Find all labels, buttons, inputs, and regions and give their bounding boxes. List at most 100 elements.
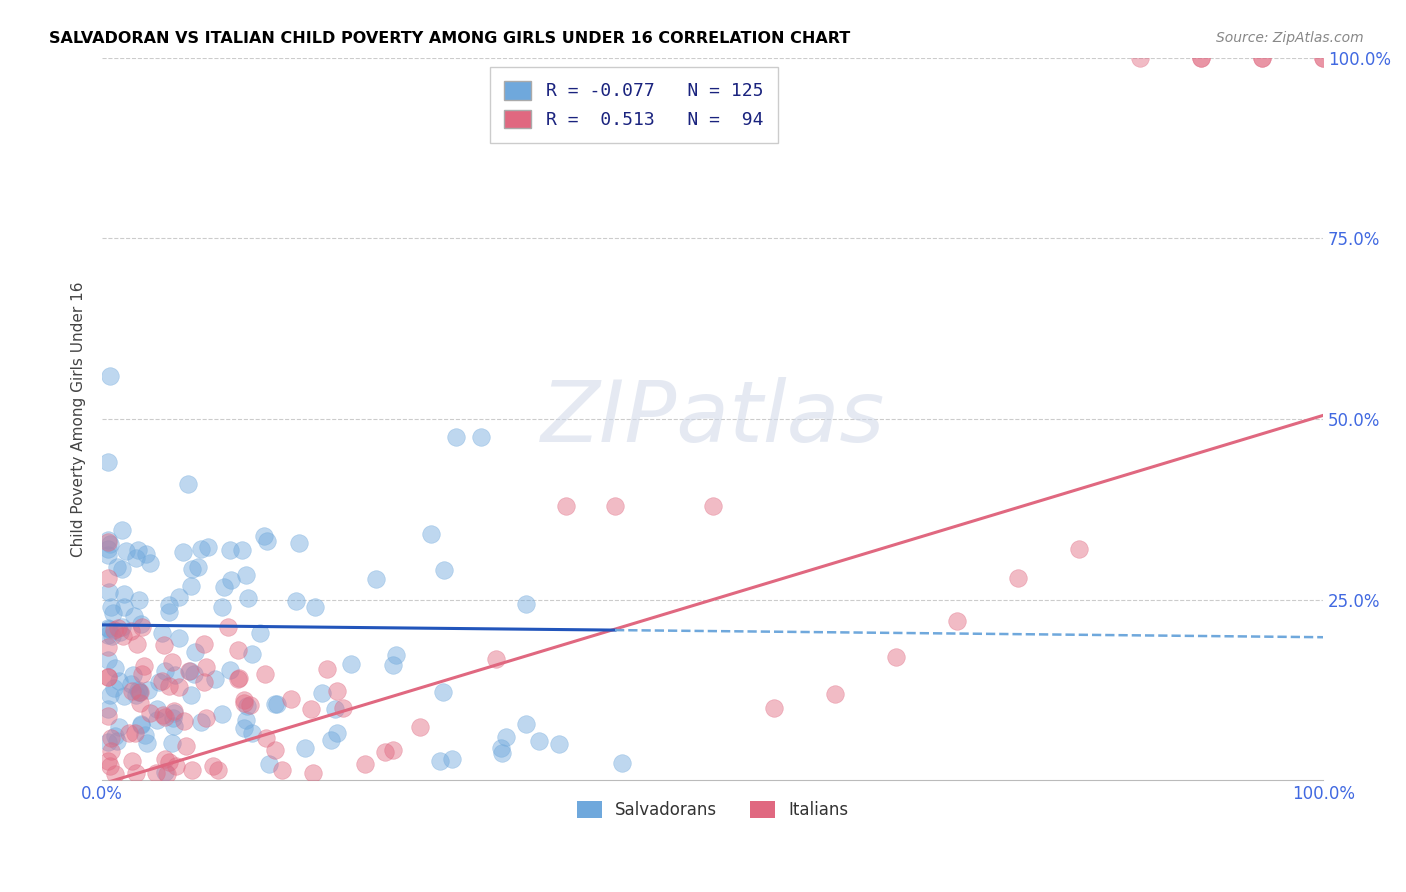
Point: [97, 534, 120, 549]
Point: [97, 653, 120, 667]
Point: [114, 543, 136, 558]
Point: [603, 499, 626, 513]
Point: [105, 559, 128, 574]
Point: [100, 744, 122, 758]
Point: [122, 667, 145, 681]
Point: [374, 745, 396, 759]
Point: [97, 640, 120, 654]
Point: [193, 637, 215, 651]
Point: [190, 541, 212, 556]
Point: [527, 734, 550, 748]
Text: Source: ZipAtlas.com: Source: ZipAtlas.com: [1216, 31, 1364, 45]
Point: [136, 683, 159, 698]
Point: [97, 702, 120, 716]
Point: [120, 624, 142, 638]
Point: [121, 684, 143, 698]
Point: [946, 615, 969, 629]
Point: [433, 563, 456, 577]
Point: [173, 714, 195, 729]
Point: [824, 687, 846, 701]
Point: [112, 587, 135, 601]
Point: [98, 688, 121, 702]
Point: [111, 629, 134, 643]
Point: [100, 731, 122, 746]
Point: [366, 572, 388, 586]
Point: [97, 533, 120, 547]
Point: [128, 685, 150, 699]
Point: [167, 680, 190, 694]
Point: [163, 706, 186, 720]
Point: [485, 652, 508, 666]
Point: [103, 681, 125, 696]
Point: [103, 624, 125, 638]
Point: [98, 759, 121, 773]
Point: [110, 624, 132, 639]
Point: [446, 430, 468, 444]
Point: [409, 720, 432, 734]
Point: [112, 599, 135, 614]
Point: [420, 526, 443, 541]
Point: [1251, 51, 1274, 65]
Point: [266, 697, 288, 711]
Point: [101, 629, 124, 643]
Point: [491, 746, 513, 760]
Point: [157, 755, 180, 769]
Point: [150, 626, 173, 640]
Point: [169, 631, 191, 645]
Point: [194, 711, 217, 725]
Point: [157, 598, 180, 612]
Point: [150, 673, 173, 688]
Point: [201, 758, 224, 772]
Point: [125, 550, 148, 565]
Point: [232, 721, 254, 735]
Point: [167, 591, 190, 605]
Point: [124, 609, 146, 624]
Point: [1312, 51, 1334, 65]
Point: [107, 674, 129, 689]
Point: [219, 574, 242, 588]
Y-axis label: Child Poverty Among Girls Under 16: Child Poverty Among Girls Under 16: [72, 281, 86, 557]
Point: [1251, 51, 1274, 65]
Point: [97, 542, 120, 557]
Point: [555, 499, 578, 513]
Point: [131, 616, 153, 631]
Point: [242, 647, 264, 661]
Point: [385, 648, 408, 663]
Point: [548, 737, 571, 751]
Point: [1312, 51, 1334, 65]
Point: [104, 767, 127, 781]
Point: [121, 755, 143, 769]
Point: [160, 736, 183, 750]
Point: [179, 664, 201, 678]
Point: [280, 691, 302, 706]
Point: [180, 579, 202, 593]
Point: [319, 733, 342, 747]
Point: [183, 644, 205, 658]
Point: [254, 731, 277, 745]
Point: [157, 605, 180, 619]
Point: [128, 684, 150, 698]
Point: [104, 729, 127, 743]
Point: [129, 696, 152, 710]
Point: [354, 757, 377, 772]
Point: [148, 675, 170, 690]
Point: [97, 548, 120, 562]
Point: [155, 709, 177, 723]
Point: [226, 643, 249, 657]
Point: [440, 752, 463, 766]
Point: [97, 754, 120, 768]
Point: [163, 705, 186, 719]
Point: [153, 752, 176, 766]
Point: [340, 657, 363, 672]
Point: [131, 667, 153, 681]
Point: [326, 683, 349, 698]
Point: [235, 699, 257, 714]
Point: [217, 620, 239, 634]
Point: [1067, 542, 1090, 557]
Point: [429, 754, 451, 768]
Point: [762, 701, 785, 715]
Point: [470, 430, 492, 444]
Point: [112, 689, 135, 703]
Point: [134, 728, 156, 742]
Point: [111, 620, 134, 634]
